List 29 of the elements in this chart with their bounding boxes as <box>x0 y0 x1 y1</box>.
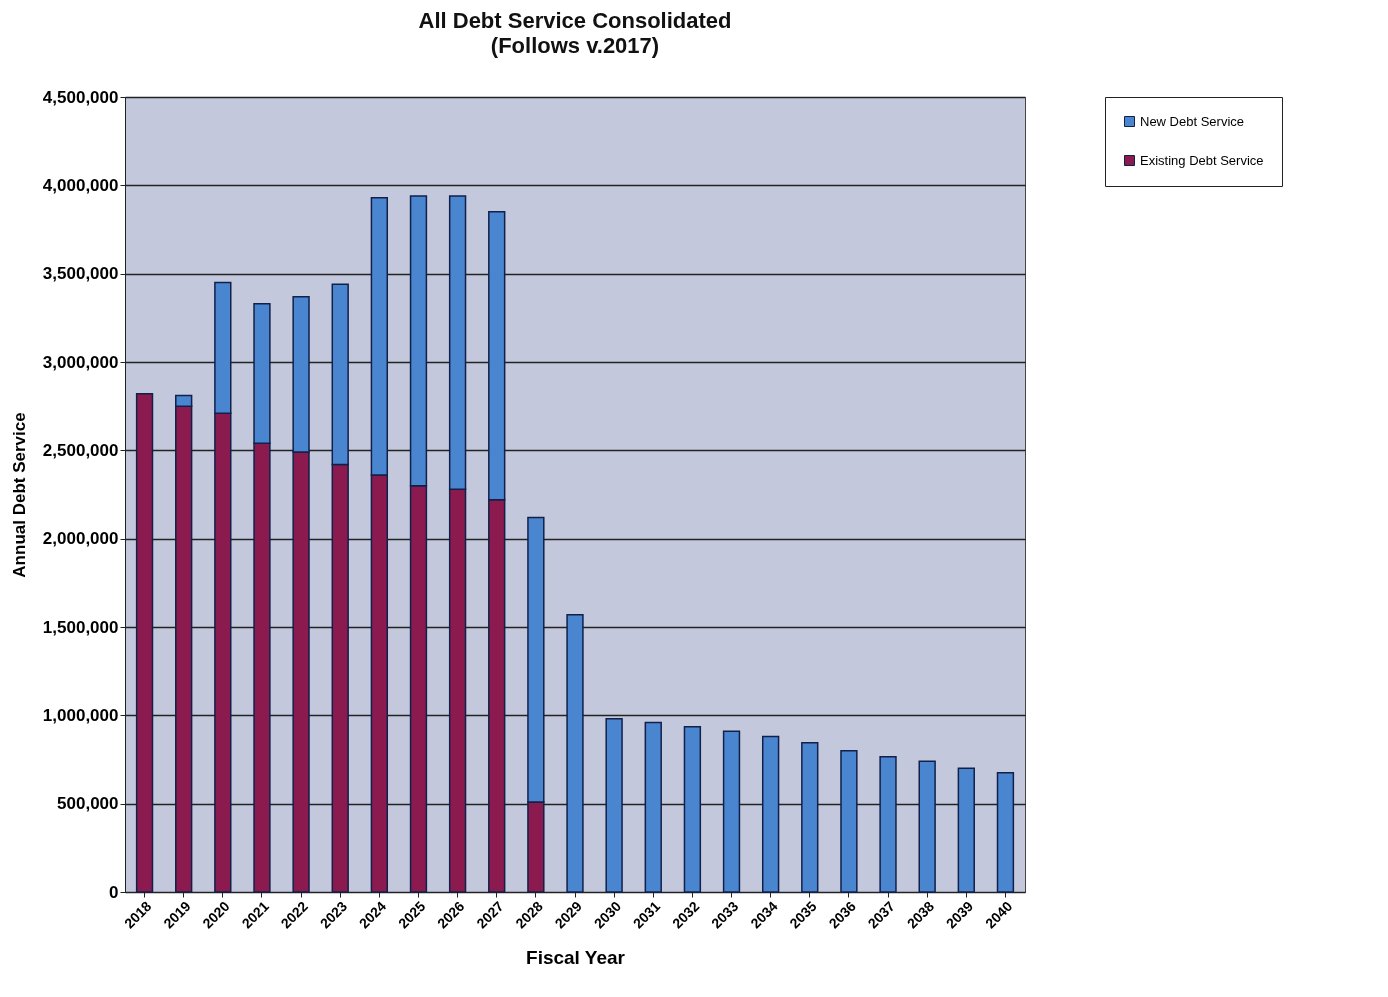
legend-label: New Debt Service <box>1140 113 1245 129</box>
y-tick-label: 2,500,000 <box>42 440 119 460</box>
bar <box>722 730 741 893</box>
y-tick-label: 4,000,000 <box>42 175 119 195</box>
bar <box>566 613 584 893</box>
bar <box>840 749 858 893</box>
bar <box>801 741 819 893</box>
bar <box>683 726 702 893</box>
chart-subtitle: (Follows v.2017) <box>490 33 660 58</box>
chart-title: All Debt Service Consolidated <box>418 8 732 33</box>
bar <box>644 721 662 893</box>
y-tick-label: 0 <box>109 882 119 902</box>
y-tick-label: 1,500,000 <box>42 617 119 637</box>
y-tick-label: 3,000,000 <box>42 352 119 372</box>
y-tick-label: 2,000,000 <box>42 529 119 549</box>
bar <box>761 735 780 893</box>
legend-label: Existing Debt Service <box>1140 152 1264 168</box>
bar <box>996 772 1015 893</box>
y-axis-title: Annual Debt Service <box>9 412 29 578</box>
bar <box>957 767 975 893</box>
bar <box>605 718 623 893</box>
bar <box>879 756 897 893</box>
y-tick-label: 3,500,000 <box>42 264 119 284</box>
y-tick-label: 1,000,000 <box>42 705 119 725</box>
bar <box>135 393 154 893</box>
bar <box>918 760 936 893</box>
x-axis-title: Fiscal Year <box>526 947 626 969</box>
y-tick-label: 4,500,000 <box>42 87 119 107</box>
y-tick-label: 500,000 <box>57 794 119 814</box>
